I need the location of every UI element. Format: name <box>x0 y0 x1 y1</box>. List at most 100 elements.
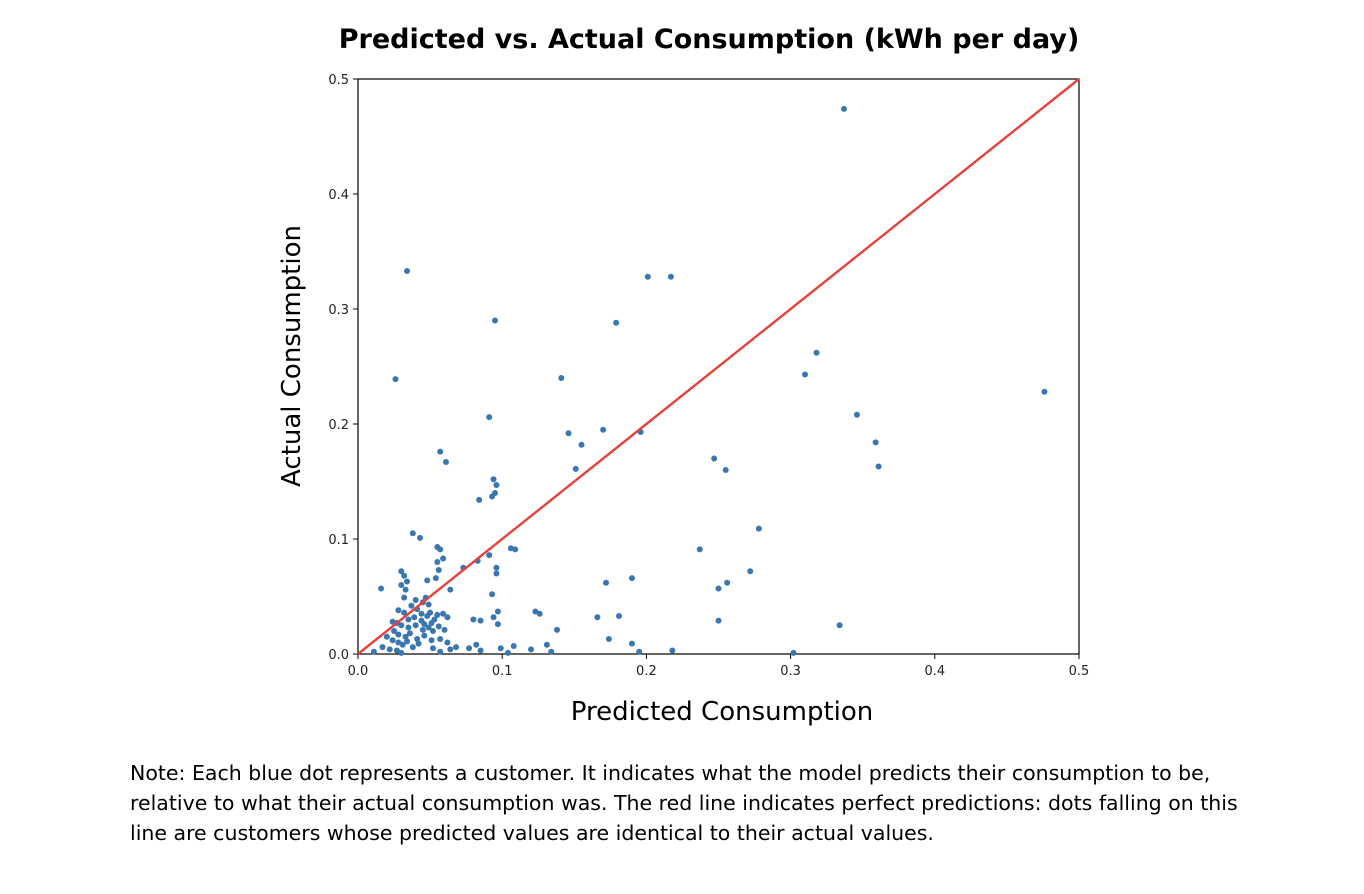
data-point <box>434 559 441 565</box>
data-point <box>493 481 500 488</box>
data-point <box>424 577 431 584</box>
data-point <box>510 642 517 649</box>
data-point <box>644 273 651 280</box>
data-point <box>813 349 820 356</box>
data-point <box>389 637 396 644</box>
data-point <box>565 430 572 437</box>
data-point <box>425 624 432 631</box>
data-point <box>404 268 411 275</box>
data-point <box>419 626 426 633</box>
data-point <box>418 610 425 617</box>
data-point <box>628 575 635 582</box>
data-point <box>435 623 442 630</box>
x-tick-label: 0.2 <box>636 664 657 679</box>
data-point <box>440 610 447 617</box>
data-point <box>543 641 550 648</box>
data-point <box>437 636 444 643</box>
data-point <box>613 319 620 326</box>
data-point <box>853 411 860 418</box>
data-point <box>486 552 493 559</box>
data-point <box>747 568 754 575</box>
data-point <box>425 601 432 608</box>
data-point <box>398 622 405 629</box>
data-point <box>872 439 879 446</box>
data-point <box>572 465 579 472</box>
data-point <box>432 575 439 582</box>
data-point <box>628 640 635 647</box>
data-point <box>440 555 447 562</box>
data-point <box>605 636 612 643</box>
chart-note: Note: Each blue dot represents a custome… <box>130 761 1238 845</box>
data-points <box>370 105 1048 656</box>
x-tick-label: 0.1 <box>492 664 513 679</box>
data-point <box>437 448 444 455</box>
data-point <box>497 645 504 652</box>
data-point <box>489 591 496 598</box>
data-point <box>1041 388 1048 395</box>
y-tick-label: 0.1 <box>328 533 349 548</box>
data-point <box>386 646 393 653</box>
data-point <box>476 496 483 503</box>
data-point <box>636 648 643 655</box>
x-tick-label: 0.0 <box>348 664 369 679</box>
data-point <box>453 644 460 651</box>
data-point <box>667 273 674 280</box>
data-point <box>401 609 408 616</box>
data-point <box>696 546 703 553</box>
data-point <box>473 641 480 648</box>
data-point <box>428 637 435 644</box>
y-tick-label: 0.0 <box>328 648 349 663</box>
data-point <box>494 621 501 628</box>
data-point <box>428 619 435 626</box>
data-point <box>437 648 444 655</box>
data-point <box>578 441 585 448</box>
x-tick-label: 0.3 <box>780 664 801 679</box>
data-point <box>512 546 519 553</box>
data-point <box>594 614 601 621</box>
data-point <box>722 467 729 473</box>
data-point <box>755 525 762 532</box>
data-point <box>836 622 843 629</box>
data-point <box>378 585 385 592</box>
x-tick-label: 0.5 <box>1069 664 1090 679</box>
data-point <box>398 568 405 575</box>
data-point <box>370 648 377 655</box>
data-point <box>404 638 411 645</box>
data-point <box>444 614 451 621</box>
data-point <box>489 493 496 500</box>
data-point <box>441 626 448 633</box>
data-point <box>402 633 409 640</box>
data-point <box>434 611 441 618</box>
data-point <box>493 564 500 571</box>
data-point <box>840 105 847 112</box>
data-point <box>470 616 477 623</box>
data-point <box>486 414 493 421</box>
data-point <box>493 570 500 577</box>
data-point <box>417 534 424 541</box>
data-point <box>401 594 408 601</box>
data-point <box>490 476 497 483</box>
axis-ticks: 0.0 0.1 0.2 0.3 0.4 0.5 0.0 0.1 0.2 0.3 0.4 0.5 <box>328 73 1089 679</box>
data-point <box>412 622 419 629</box>
data-point <box>408 602 415 609</box>
y-tick-label: 0.3 <box>328 303 349 318</box>
data-point <box>395 607 402 614</box>
data-point <box>494 608 501 615</box>
data-point <box>711 455 718 462</box>
data-point <box>715 585 722 592</box>
data-point <box>437 546 444 553</box>
data-point <box>553 626 560 633</box>
data-point <box>603 579 610 586</box>
data-point <box>392 376 399 383</box>
data-point <box>447 646 454 653</box>
data-point <box>402 586 409 593</box>
chart-title: Predicted vs. Actual Consumption (kWh pe… <box>338 24 1080 55</box>
data-point <box>491 317 498 324</box>
data-point <box>802 371 809 378</box>
data-point <box>875 463 882 470</box>
data-point <box>447 586 454 593</box>
data-point <box>395 631 402 638</box>
data-point <box>466 645 473 652</box>
y-tick-label: 0.2 <box>328 418 349 433</box>
data-point <box>442 458 449 465</box>
